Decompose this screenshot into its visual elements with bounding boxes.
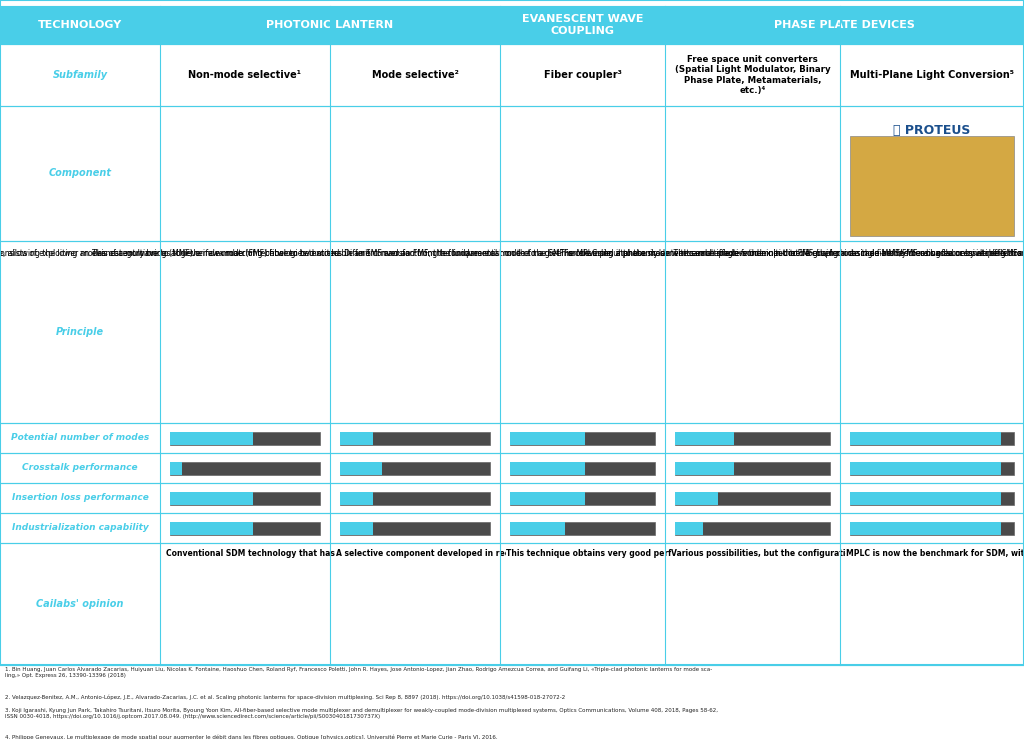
Bar bbox=[850, 461, 1014, 474]
Bar bbox=[340, 432, 373, 444]
Bar bbox=[675, 461, 830, 474]
Bar bbox=[0, 543, 1024, 665]
Bar bbox=[850, 522, 1000, 534]
Bar bbox=[0, 513, 1024, 543]
Bar bbox=[0, 0, 1024, 665]
Bar bbox=[510, 522, 655, 534]
Text: 3. Koji Igarashi, Kyung Jun Park, Takahiro Tsuritani, Itsuro Morita, Byoung Yoon: 3. Koji Igarashi, Kyung Jun Park, Takahi… bbox=[5, 708, 718, 719]
Text: PHOTONIC LANTERN: PHOTONIC LANTERN bbox=[266, 20, 393, 30]
Bar bbox=[675, 461, 734, 474]
Bar bbox=[675, 491, 830, 505]
Text: Multi-Plane Light Conversion⁵: Multi-Plane Light Conversion⁵ bbox=[850, 70, 1014, 80]
Bar bbox=[340, 522, 490, 534]
Bar bbox=[0, 6, 160, 44]
Bar bbox=[170, 432, 253, 444]
Bar bbox=[675, 432, 830, 444]
Bar bbox=[510, 522, 565, 534]
Bar bbox=[340, 491, 373, 505]
Text: Technique which merges several single-mode cores into a single multimode core us: Technique which merges several single-mo… bbox=[0, 249, 1024, 258]
Text: Various possibilities, but the configurations are complicated to implement due t: Various possibilities, but the configura… bbox=[671, 549, 1024, 558]
Text: Industrialization capability: Industrialization capability bbox=[11, 523, 148, 533]
Bar bbox=[340, 522, 373, 534]
Bar bbox=[510, 461, 586, 474]
Text: Fiber coupler³: Fiber coupler³ bbox=[544, 70, 622, 80]
Bar bbox=[665, 6, 1024, 44]
Text: 1. Bin Huang, Juan Carlos Alvarado Zacarias, Huiyuan Liu, Nicolas K. Fontaine, H: 1. Bin Huang, Juan Carlos Alvarado Zacar… bbox=[5, 667, 713, 678]
Bar bbox=[510, 491, 586, 505]
Bar bbox=[0, 44, 1024, 106]
Text: 2. Velazquez-Benitez, A.M., Antonio-López, J.E., Alvarado-Zacarias, J.C. et al. : 2. Velazquez-Benitez, A.M., Antonio-Lópe… bbox=[5, 694, 565, 700]
Text: Conventional SDM technology that has delivered promising performance, but is now: Conventional SDM technology that has del… bbox=[166, 549, 723, 558]
Bar bbox=[510, 432, 655, 444]
Bar bbox=[170, 491, 319, 505]
Bar bbox=[170, 522, 253, 534]
Bar bbox=[340, 432, 490, 444]
Text: For this technology, which consists of exploiting an evanescent wave to achieve : For this technology, which consists of e… bbox=[0, 249, 1024, 258]
Bar bbox=[170, 432, 319, 444]
Text: 🔷 PROTEUS: 🔷 PROTEUS bbox=[893, 124, 971, 137]
Text: Potential number of modes: Potential number of modes bbox=[11, 434, 150, 443]
Bar bbox=[675, 522, 702, 534]
Text: A selective component developed in recent years in the laboratory which allows t: A selective component developed in recen… bbox=[336, 549, 1024, 558]
Text: Insertion loss performance: Insertion loss performance bbox=[11, 494, 148, 503]
Bar bbox=[850, 136, 1014, 236]
Text: Cailabs' opinion: Cailabs' opinion bbox=[36, 599, 124, 609]
Bar bbox=[340, 461, 490, 474]
Bar bbox=[0, 453, 1024, 483]
Bar bbox=[500, 6, 665, 44]
Bar bbox=[850, 491, 1014, 505]
Text: TECHNOLOGY: TECHNOLOGY bbox=[38, 20, 122, 30]
Bar bbox=[850, 491, 1000, 505]
Bar bbox=[675, 432, 734, 444]
Bar bbox=[850, 461, 1000, 474]
Bar bbox=[510, 432, 586, 444]
Bar bbox=[675, 491, 719, 505]
Bar bbox=[160, 6, 500, 44]
Bar bbox=[850, 432, 1014, 444]
Bar bbox=[0, 0, 1024, 665]
Text: EVANESCENT WAVE
COUPLING: EVANESCENT WAVE COUPLING bbox=[522, 14, 643, 35]
Text: Subfamily: Subfamily bbox=[52, 70, 108, 80]
Text: PHASE PLATE DEVICES: PHASE PLATE DEVICES bbox=[774, 20, 914, 30]
Text: This category brings together a number of technologies that enable unit conversi: This category brings together a number o… bbox=[92, 249, 1024, 258]
Text: MPLC is now the benchmark for SDM, with the largest number of multiplexed modes : MPLC is now the benchmark for SDM, with … bbox=[846, 549, 1024, 558]
Text: Crosstalk performance: Crosstalk performance bbox=[23, 463, 138, 472]
Bar bbox=[0, 423, 1024, 453]
Bar bbox=[170, 461, 319, 474]
Bar bbox=[170, 522, 319, 534]
Bar bbox=[0, 241, 1024, 423]
Text: Component: Component bbox=[48, 168, 112, 179]
Bar bbox=[0, 483, 1024, 513]
Text: Non-mode selective¹: Non-mode selective¹ bbox=[188, 70, 301, 80]
Bar bbox=[170, 461, 182, 474]
Bar bbox=[340, 491, 490, 505]
Text: Mode selective²: Mode selective² bbox=[372, 70, 459, 80]
Text: Free space unit converters
(Spatial Light Modulator, Binary
Phase Plate, Metamat: Free space unit converters (Spatial Ligh… bbox=[675, 55, 830, 95]
Text: Principle: Principle bbox=[56, 327, 104, 337]
Bar bbox=[850, 432, 1000, 444]
Bar bbox=[850, 522, 1014, 534]
Bar bbox=[510, 491, 655, 505]
Bar bbox=[340, 461, 382, 474]
Text: The MPLC simultaneously converts each single-mode input into a given mode in an : The MPLC simultaneously converts each si… bbox=[560, 249, 1024, 258]
Bar bbox=[510, 461, 655, 474]
Bar bbox=[0, 665, 1024, 739]
Bar bbox=[0, 106, 1024, 241]
Text: 4. Philippe Genevaux. Le multiplexage de mode spatial pour augmenter le débit da: 4. Philippe Genevaux. Le multiplexage de… bbox=[5, 735, 498, 739]
Bar bbox=[675, 522, 830, 534]
Text: This technique obtains very good performances, especially in terms of crosstalk : This technique obtains very good perform… bbox=[506, 549, 1024, 558]
Bar bbox=[170, 491, 253, 505]
